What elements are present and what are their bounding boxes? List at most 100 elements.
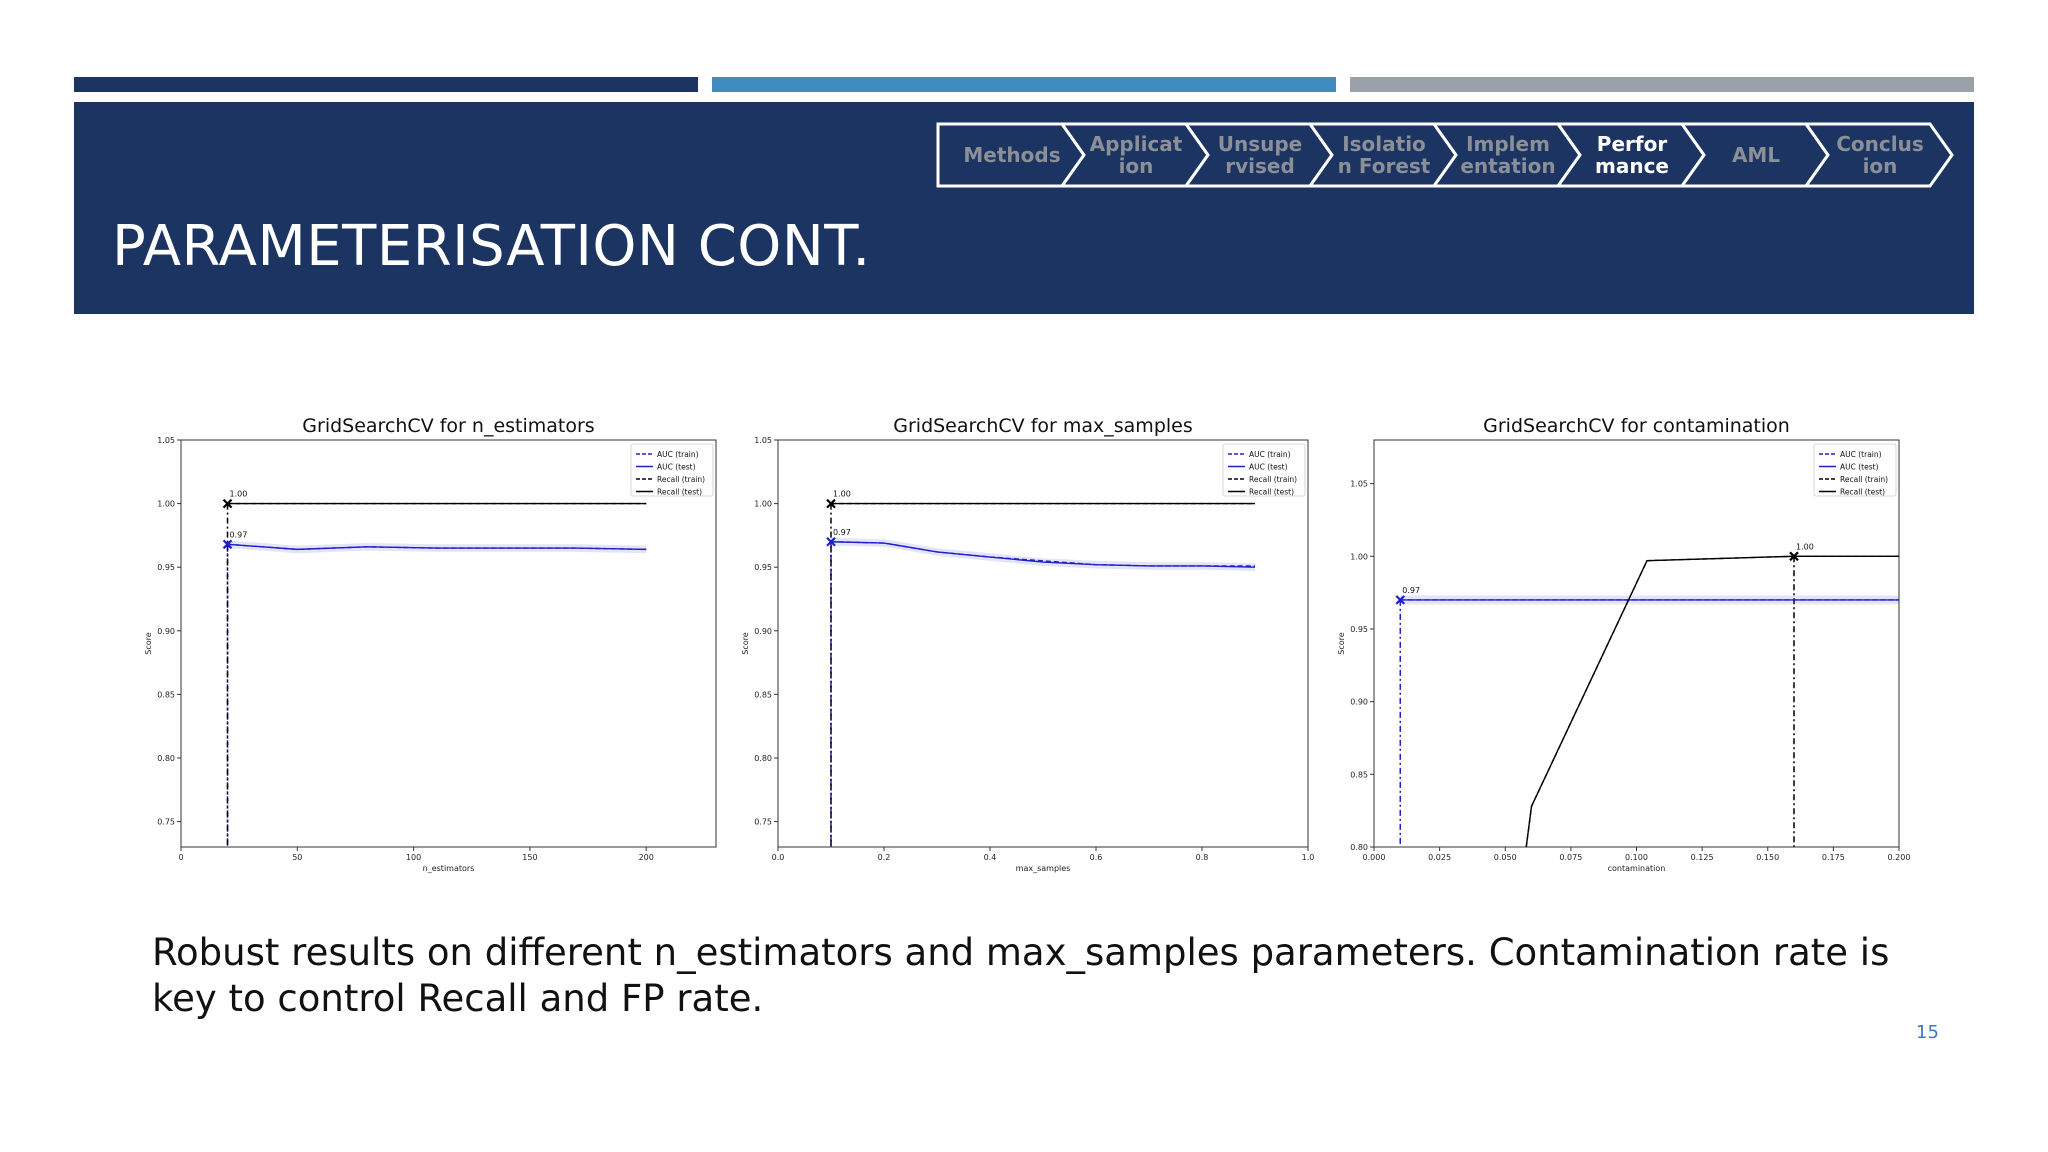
y-tick-label: 1.05 (1350, 480, 1368, 489)
y-tick-label: 1.00 (754, 500, 772, 509)
chart-1: GridSearchCV for n_estimators 0.75 0.80 0.8… (144, 415, 717, 873)
x-tick-label: 0.200 (1888, 853, 1911, 862)
top-bar-blue (712, 77, 1336, 92)
slide-caption: Robust results on different n_estimators… (152, 931, 1890, 1020)
x-tick-label: 0.4 (984, 853, 997, 862)
x-tick-label: 0.150 (1756, 853, 1779, 862)
legend-box (630, 443, 714, 497)
nav-item-label: ion (1119, 154, 1154, 178)
x-tick-label: 0.050 (1494, 853, 1517, 862)
nav-item-aml[interactable]: AML (1679, 122, 1830, 188)
x-tick-label: 0.8 (1196, 853, 1209, 862)
plot-lines (830, 502, 1256, 847)
x-tick-label: 150 (522, 853, 537, 862)
y-tick-label: 0.80 (754, 754, 772, 763)
y-tick-label: 1.00 (1350, 552, 1368, 561)
legend-label: AUC (test) (1840, 463, 1879, 472)
legend-label: Recall (train) (1249, 475, 1297, 484)
chart-title: GridSearchCV for n_estimators (302, 415, 594, 437)
chart-legend: AUC (train) AUC (test) Recall (train) Recal… (1813, 443, 1897, 497)
nav-item-label: Methods (963, 143, 1060, 167)
nav-chevron-shape (1803, 122, 1954, 188)
legend-label: Recall (train) (657, 475, 705, 484)
chart-legend: AUC (train) AUC (test) Recall (train) Recal… (630, 443, 714, 497)
legend-label: AUC (train) (1249, 450, 1291, 459)
nav-item-label: mance (1595, 154, 1669, 178)
legend-label: Recall (train) (1840, 475, 1888, 484)
legend-label: Recall (test) (1249, 488, 1294, 497)
y-tick-label: 0.80 (1350, 843, 1368, 852)
x-tick-label: 0.025 (1428, 853, 1451, 862)
y-tick-label: 0.75 (754, 818, 772, 827)
plot-lines (226, 502, 647, 847)
plot-frame (180, 439, 717, 848)
best-score-marker (1395, 595, 1406, 605)
series-recall-test (1525, 555, 1899, 847)
x-axis-label: n_estimators (423, 864, 475, 873)
best-score-label: 1.00 (833, 490, 851, 499)
nav-item-label: rvised (1225, 154, 1295, 178)
x-tick-label: 0.125 (1691, 853, 1714, 862)
y-axis-label: Score (741, 632, 750, 654)
y-tick-label: 0.90 (157, 627, 175, 636)
legend-box (1813, 443, 1897, 497)
section-navigation: Methods ApplicationUnsupervisedIsolation … (936, 122, 1954, 188)
x-tick-label: 0.2 (878, 853, 891, 862)
y-tick-label: 0.80 (157, 754, 175, 763)
legend-label: AUC (train) (657, 450, 699, 459)
x-tick-label: 50 (292, 853, 302, 862)
plot-frame (1373, 439, 1900, 848)
nav-item-label: Unsupe (1218, 132, 1303, 156)
slide-title: PARAMETERISATION CONT. (112, 214, 871, 279)
best-score-label: 0.97 (833, 528, 851, 537)
nav-item-label: Perfor (1597, 132, 1668, 156)
chart-3: GridSearchCV for contamination 0.80 0.85 0.… (1337, 415, 1910, 873)
nav-item-label: Applicat (1090, 132, 1183, 156)
x-tick-label: 0.6 (1090, 853, 1103, 862)
best-score-marker (222, 539, 233, 550)
legend-label: Recall (test) (657, 488, 702, 497)
x-tick-label: 0.075 (1559, 853, 1582, 862)
x-tick-label: 200 (639, 853, 654, 862)
y-tick-label: 0.85 (1350, 770, 1368, 779)
nav-item-label: n Forest (1338, 154, 1431, 178)
y-tick-label: 1.00 (157, 500, 175, 509)
chart-2: GridSearchCV for max_samples 0.75 0.80 0.85… (741, 415, 1314, 873)
nav-item-label: ion (1863, 154, 1898, 178)
x-axis-label: max_samples (1016, 864, 1071, 873)
y-tick-label: 0.90 (754, 627, 772, 636)
chart-title: GridSearchCV for contamination (1483, 415, 1790, 437)
best-score-label: 1.00 (230, 490, 248, 499)
x-tick-label: 0.100 (1625, 853, 1648, 862)
plot-lines (1399, 555, 1899, 847)
nav-item-label: Isolatio (1342, 132, 1426, 156)
chart-title: GridSearchCV for max_samples (893, 415, 1193, 437)
best-score-marker (826, 536, 836, 547)
nav-item-label: Implem (1466, 132, 1550, 156)
top-bar-dark (74, 77, 698, 92)
y-tick-label: 0.85 (754, 690, 772, 699)
top-bar-gray (1350, 77, 1974, 92)
legend-label: AUC (test) (1249, 463, 1288, 472)
x-tick-label: 1.0 (1302, 853, 1315, 862)
y-axis-label: Score (144, 632, 153, 654)
nav-item-label: Conclus (1836, 132, 1924, 156)
legend-label: AUC (train) (1840, 450, 1882, 459)
y-tick-label: 0.95 (754, 563, 772, 572)
nav-item-label: AML (1732, 143, 1780, 167)
y-axis-label: Score (1337, 632, 1346, 654)
legend-label: AUC (test) (657, 463, 696, 472)
legend-label: Recall (test) (1840, 488, 1885, 497)
best-score-label: 1.00 (1796, 542, 1814, 551)
x-tick-label: 100 (406, 853, 421, 862)
score-std-band (227, 540, 647, 554)
best-score-marker (222, 498, 233, 509)
plot-frame (777, 439, 1309, 848)
nav-item-methods[interactable]: Methods (936, 122, 1086, 188)
